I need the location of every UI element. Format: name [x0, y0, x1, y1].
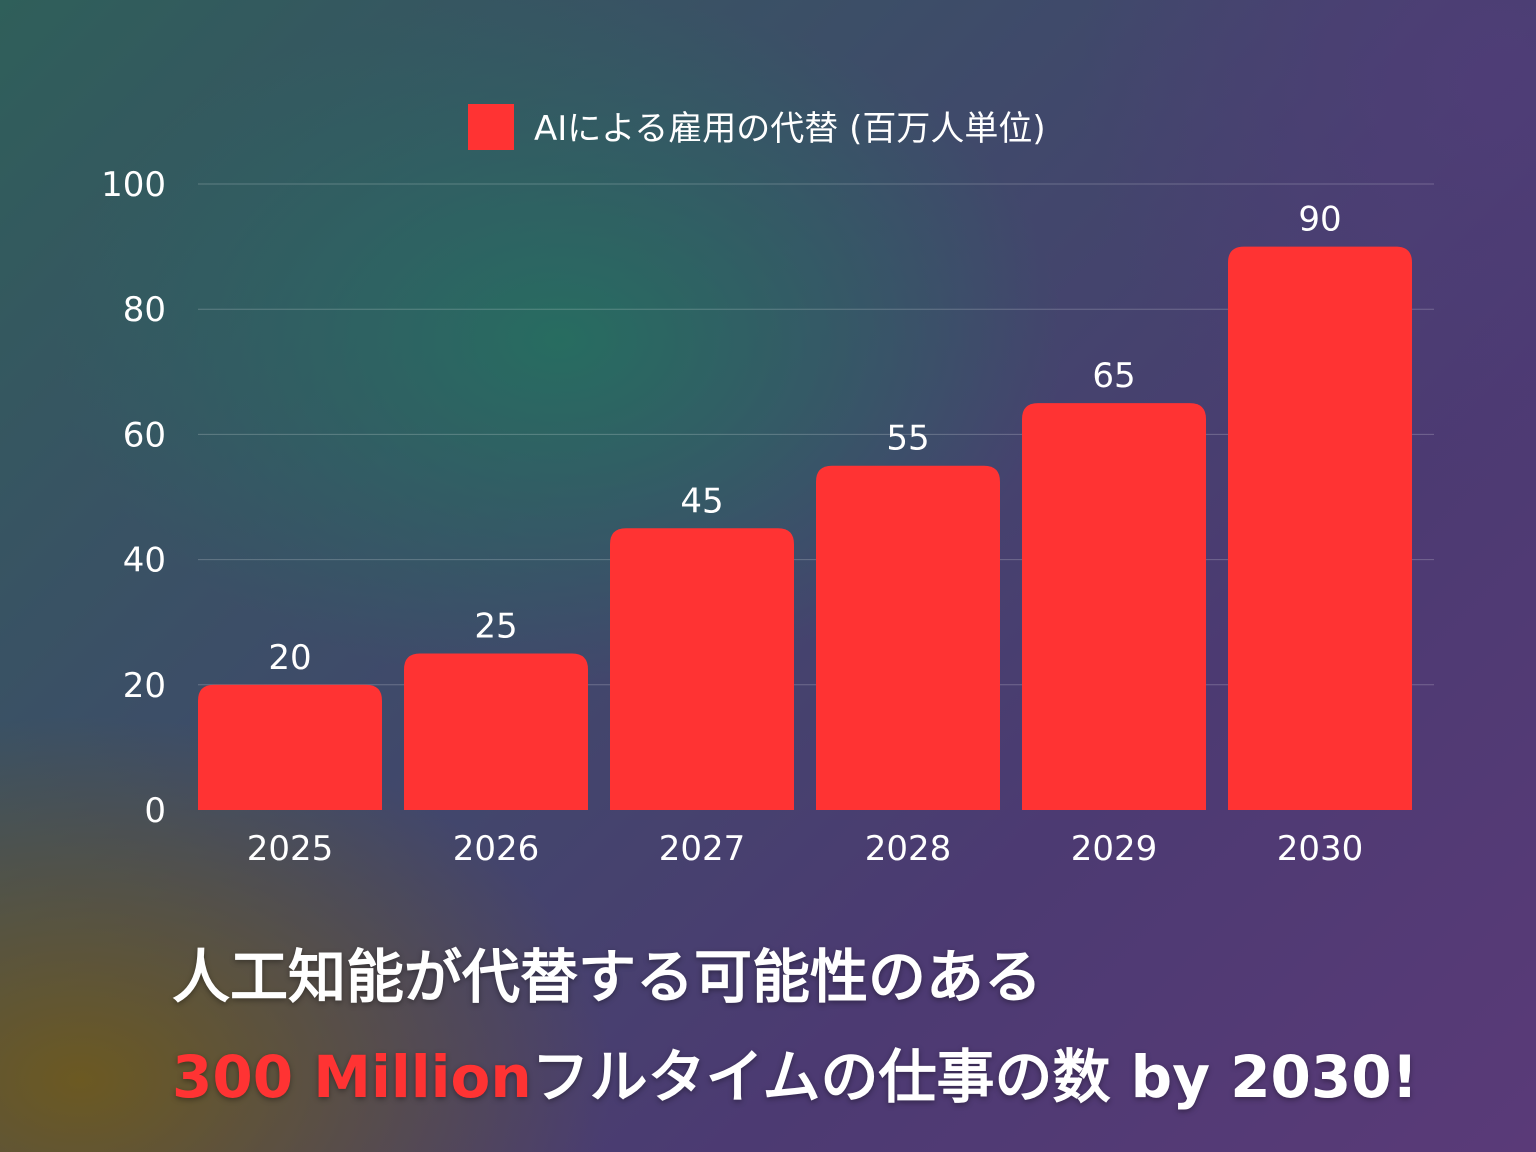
y-tick-label: 60 [123, 415, 166, 455]
data-label: 90 [1298, 200, 1341, 240]
data-label: 45 [680, 481, 723, 521]
x-tick-label: 2026 [453, 829, 540, 869]
y-tick-label: 80 [123, 290, 166, 330]
data-label: 20 [268, 638, 311, 678]
x-tick-label: 2025 [247, 829, 334, 869]
y-tick-label: 40 [123, 541, 166, 581]
bar [816, 465, 1000, 810]
y-tick-label: 100 [101, 165, 166, 205]
y-axis-ticks: 0 20 40 60 80 100 [101, 165, 166, 831]
bar [198, 684, 382, 810]
y-tick-label: 20 [123, 666, 166, 706]
data-label: 55 [886, 419, 929, 459]
bar [1022, 403, 1206, 810]
chart-legend: AIによる雇用の代替 (百万人単位) [468, 104, 1046, 150]
bars [198, 246, 1412, 811]
data-labels: 20 25 45 55 65 90 [268, 200, 1341, 678]
headline-accent: 300 Million [172, 1043, 532, 1111]
x-tick-label: 2030 [1277, 829, 1364, 869]
y-tick-label: 0 [144, 791, 166, 831]
legend-label: AIによる雇用の代替 (百万人単位) [534, 109, 1046, 149]
headline-line-1: 人工知能が代替する可能性のある [172, 943, 1043, 1011]
data-label: 65 [1092, 356, 1135, 396]
headline-line-2: 300 Millionフルタイムの仕事の数 by 2030! [172, 1030, 1418, 1114]
x-tick-label: 2027 [659, 829, 746, 869]
data-label: 25 [474, 607, 517, 647]
x-tick-label: 2028 [865, 829, 952, 869]
x-axis-ticks: 2025 2026 2027 2028 2029 2030 [247, 829, 1364, 869]
bar [1228, 246, 1412, 811]
bar [404, 653, 588, 810]
bar [610, 528, 794, 810]
legend-swatch [468, 104, 514, 150]
x-tick-label: 2029 [1071, 829, 1158, 869]
headline-rest: フルタイムの仕事の数 by 2030! [531, 1043, 1419, 1111]
